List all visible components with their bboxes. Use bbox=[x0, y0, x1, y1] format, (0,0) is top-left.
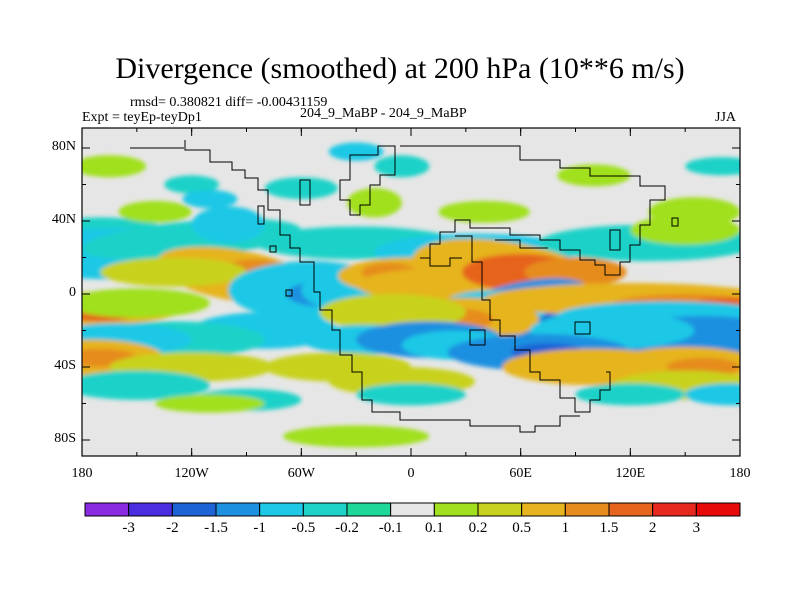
lat-tick-label: 40S bbox=[54, 358, 76, 373]
lat-tick-label: 80N bbox=[51, 139, 76, 154]
colorbar-swatch bbox=[128, 502, 173, 517]
coastline-segment bbox=[574, 321, 591, 335]
divergence-contour bbox=[356, 383, 466, 406]
colorbar-swatch bbox=[259, 502, 304, 517]
divergence-contour bbox=[630, 215, 740, 245]
colorbar-swatch bbox=[433, 502, 479, 517]
divergence-contour bbox=[575, 383, 686, 406]
coastline-segment bbox=[285, 289, 293, 297]
divergence-contour bbox=[557, 164, 631, 187]
colorbar-label: -0.5 bbox=[291, 520, 316, 536]
divergence-contour bbox=[328, 142, 384, 161]
divergence-contour bbox=[283, 425, 430, 448]
colorbar-label: -1.5 bbox=[204, 520, 228, 536]
coastline-segment bbox=[299, 179, 311, 206]
colorbar-swatch bbox=[695, 502, 741, 517]
lon-tick-label: 0 bbox=[407, 466, 415, 481]
lon-tick-label: 60W bbox=[287, 466, 315, 481]
colorbar-swatch bbox=[171, 502, 217, 517]
colorbar-label: -2 bbox=[166, 520, 179, 536]
colorbar-swatch bbox=[564, 502, 610, 517]
divergence-contour bbox=[82, 370, 210, 400]
lat-tick-label: 40N bbox=[51, 212, 76, 227]
lat-tick-label: 0 bbox=[69, 285, 76, 300]
colorbar-label: -0.2 bbox=[335, 520, 359, 536]
coastline-segment bbox=[184, 140, 382, 413]
divergence-contour bbox=[155, 394, 265, 413]
case-label: 204_9_MaBP - 204_9_MaBP bbox=[300, 106, 467, 121]
divergence-contour bbox=[374, 155, 430, 178]
season-label: JJA bbox=[715, 110, 737, 125]
coastline-segment bbox=[609, 229, 621, 251]
divergence-contour bbox=[264, 177, 338, 200]
colorbar-label: 3 bbox=[692, 520, 701, 536]
colorbar-label: 0.2 bbox=[468, 520, 488, 536]
coastline-segment bbox=[420, 257, 462, 267]
coastline-segment bbox=[495, 239, 548, 249]
coastline bbox=[130, 140, 679, 433]
colorbar-label: 1.5 bbox=[599, 520, 619, 536]
lon-tick-label: 60E bbox=[509, 466, 532, 481]
divergence-contour bbox=[82, 288, 210, 318]
experiment-label: Expt = teyEp-teyDp1 bbox=[82, 110, 202, 125]
divergence-contour bbox=[182, 189, 238, 209]
stats-line: rmsd= 0.380821 diff= -0.00431159 bbox=[130, 95, 328, 110]
coastline-segment bbox=[455, 235, 611, 413]
divergence-contour bbox=[118, 200, 192, 223]
lon-tick-label: 120W bbox=[174, 466, 209, 481]
coastline-segment bbox=[400, 145, 666, 276]
chart-title: Divergence (smoothed) at 200 hPa (10**6 … bbox=[115, 52, 685, 85]
colorbar-label: 0.5 bbox=[512, 520, 532, 536]
coastline-segment bbox=[380, 411, 580, 433]
colorbar-label: -3 bbox=[122, 520, 135, 536]
coastline-segment bbox=[269, 245, 277, 253]
colorbar-swatch bbox=[477, 502, 523, 517]
coastline-segment bbox=[469, 329, 486, 346]
colorbar-label: 1 bbox=[561, 520, 570, 536]
colorbar-swatch bbox=[608, 502, 654, 517]
lat-tick-label: 80S bbox=[54, 431, 76, 446]
colorbar-swatch bbox=[390, 502, 435, 517]
colorbar-swatch bbox=[521, 502, 566, 517]
colorbar-swatch bbox=[215, 502, 261, 517]
divergence-contour bbox=[164, 175, 220, 194]
colorbar-label: -0.1 bbox=[378, 520, 403, 536]
colorbar-swatch bbox=[652, 502, 697, 517]
divergence-contour bbox=[438, 200, 530, 223]
divergence-contour bbox=[347, 188, 402, 218]
colorbar-swatch bbox=[302, 502, 348, 517]
colorbar-label: 0.1 bbox=[424, 520, 444, 536]
colorbar-label: -1 bbox=[253, 520, 266, 536]
colorbar-label: 2 bbox=[648, 520, 657, 536]
colorbar-swatch bbox=[84, 502, 130, 517]
divergence-contour bbox=[685, 383, 740, 406]
colorbar-swatch bbox=[346, 502, 392, 517]
coastline-segment bbox=[257, 205, 265, 225]
lon-tick-label: 180 bbox=[729, 466, 751, 481]
divergence-contour bbox=[685, 157, 740, 176]
coastline-segment bbox=[339, 145, 396, 216]
divergence-contour bbox=[82, 155, 146, 178]
colorbar bbox=[84, 502, 741, 517]
coastline-segment bbox=[671, 217, 679, 227]
divergence-contour bbox=[191, 206, 265, 243]
divergence-field bbox=[82, 142, 740, 448]
lon-tick-label: 180 bbox=[71, 466, 93, 481]
lon-tick-label: 120E bbox=[615, 466, 646, 481]
divergence-contour bbox=[100, 257, 247, 287]
